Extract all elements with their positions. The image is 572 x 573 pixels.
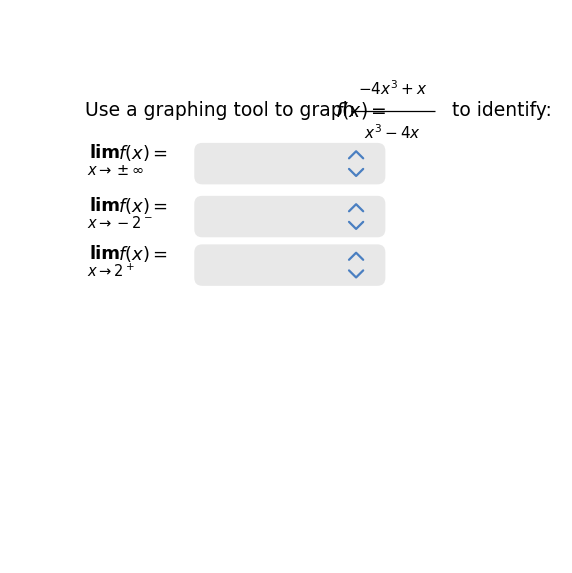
Text: $f(x) =$: $f(x) =$ — [118, 244, 168, 264]
Text: to identify:: to identify: — [446, 101, 552, 120]
Text: $x^3 - 4x$: $x^3 - 4x$ — [364, 123, 422, 142]
Text: $f(x) =$: $f(x) =$ — [118, 143, 168, 163]
Text: $-4x^3 + x$: $-4x^3 + x$ — [358, 80, 428, 99]
FancyBboxPatch shape — [194, 196, 386, 237]
Text: $x \rightarrow \pm\infty$: $x \rightarrow \pm\infty$ — [87, 163, 145, 178]
Text: $x \rightarrow 2^+$: $x \rightarrow 2^+$ — [87, 263, 135, 280]
Text: $f(x) =$: $f(x) =$ — [118, 195, 168, 215]
FancyBboxPatch shape — [194, 143, 386, 185]
Text: $x \rightarrow -2^-$: $x \rightarrow -2^-$ — [87, 215, 153, 231]
Text: $f(x) =$: $f(x) =$ — [335, 100, 387, 121]
Text: lim: lim — [89, 197, 120, 214]
FancyBboxPatch shape — [194, 244, 386, 286]
Text: Use a graphing tool to graph: Use a graphing tool to graph — [85, 101, 360, 120]
Text: lim: lim — [89, 144, 120, 162]
Text: lim: lim — [89, 245, 120, 263]
